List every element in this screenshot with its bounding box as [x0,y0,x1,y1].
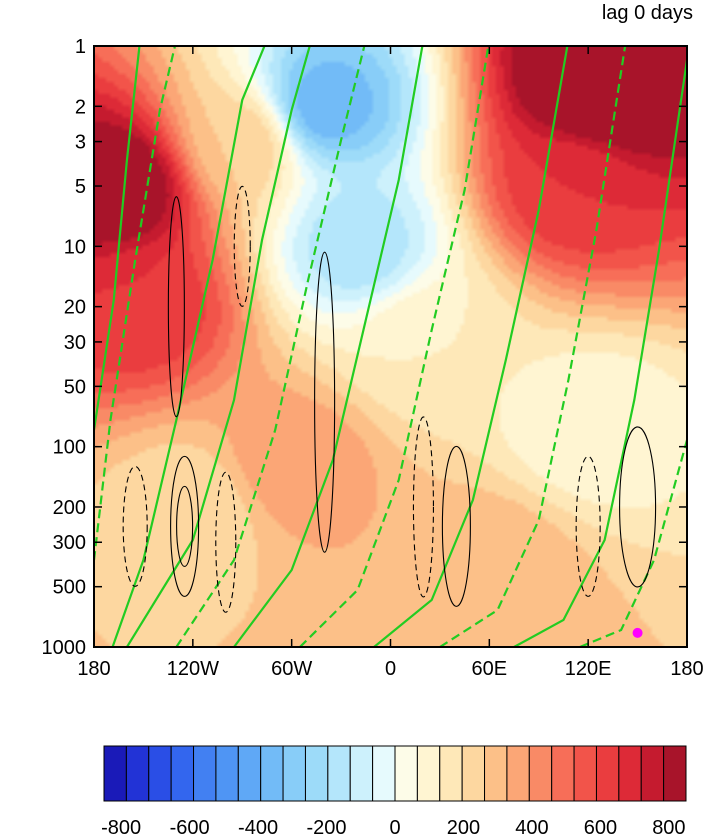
colorbar-swatch-10 [327,745,351,802]
colorbar-swatch-1 [125,745,150,802]
x-axis: 180 120W 60W 0 60E 120E 180 [77,46,704,680]
x-tick-label: 0 [385,658,396,680]
y-axis: 1 2 3 5 10 20 30 50 100 200 300 500 1000 [42,36,687,659]
y-tick-label: 30 [64,332,86,354]
colorbar-label: -600 [170,817,210,838]
colorbar-swatch-25 [663,745,687,802]
x-tick-label: 120E [565,658,612,680]
colorbar-swatch-8 [282,745,306,802]
colorbar-label: 200 [447,817,480,838]
colorbar-label: 800 [652,817,685,838]
y-tick-label: 10 [64,236,86,258]
colorbar-swatch-0 [103,745,127,802]
colorbar-swatch-6 [237,745,262,802]
colorbar-label: -200 [307,817,347,838]
colorbar-swatch-9 [304,745,329,802]
colorbar-swatch-14 [416,745,441,802]
y-tick-label: 2 [75,96,86,118]
green-contour-9 [94,46,177,561]
colorbar-swatch-20 [551,745,575,802]
colorbar-swatch-5 [215,745,239,802]
y-tick-label: 200 [53,497,86,519]
y-tick-label: 3 [75,132,86,154]
colorbar-label: -400 [238,817,278,838]
colorbar-swatch-11 [349,745,374,802]
black-contour-0 [170,455,200,597]
green-contour-5 [373,46,569,647]
colorbar: -800 -600 -400 -200 0 200 400 600 800 [101,745,687,838]
colorbar-label: -800 [101,817,141,838]
x-tick-label: 60E [472,658,508,680]
green-contour-3 [233,46,424,647]
black-contour-9 [167,196,185,418]
black-contour-8 [575,455,601,597]
x-tick-label: 60W [271,658,312,680]
colorbar-swatch-18 [506,745,530,802]
y-tick-label: 500 [53,577,86,599]
reference-marker [632,627,643,638]
y-tick-label: 1 [75,36,86,58]
green-contour-7 [513,59,687,647]
black-contour-1 [176,485,194,567]
colorbar-swatch-13 [394,745,418,802]
green-contour-0 [111,46,266,647]
colorbar-swatch-17 [484,745,508,802]
chart-title: lag 0 days [602,2,693,24]
black-contour-7 [619,426,657,588]
colorbar-swatch-21 [573,745,597,802]
colorbar-label: 400 [515,817,548,838]
green-contour-10 [94,46,141,431]
colorbar-swatch-4 [193,745,217,802]
colorbar-swatch-3 [170,745,195,802]
colorbar-swatch-2 [148,745,172,802]
contour-lines [94,46,687,647]
colorbar-swatch-12 [372,745,396,802]
colorbar-swatch-23 [618,745,642,802]
y-tick-label: 1000 [42,637,87,659]
colorbar-swatch-15 [439,745,463,802]
colorbar-swatch-22 [595,745,620,802]
colorbar-swatch-24 [640,745,665,802]
green-contour-2 [175,46,366,647]
y-tick-label: 50 [64,376,86,398]
black-contour-10 [233,185,251,307]
y-tick-label: 20 [64,297,86,319]
x-tick-label: 180 [670,658,703,680]
black-contour-5 [441,445,471,607]
colorbar-swatch-7 [260,745,284,802]
colorbar-label: 0 [389,817,400,838]
y-tick-label: 5 [75,176,86,198]
colorbar-swatch-16 [461,745,486,802]
green-contour-1 [126,46,311,647]
x-tick-label: 120W [167,658,219,680]
y-tick-label: 300 [53,532,86,554]
black-contour-4 [314,251,336,553]
green-contour-4 [299,46,490,647]
green-contour-8 [579,439,687,647]
colorbar-swatch-19 [528,745,553,802]
black-contour-2 [122,465,148,587]
y-tick-label: 100 [53,437,86,459]
x-tick-label: 180 [77,658,110,680]
black-contour-6 [412,416,434,598]
colorbar-label: 600 [584,817,617,838]
green-contour-6 [439,46,627,647]
black-contour-3 [215,471,237,613]
